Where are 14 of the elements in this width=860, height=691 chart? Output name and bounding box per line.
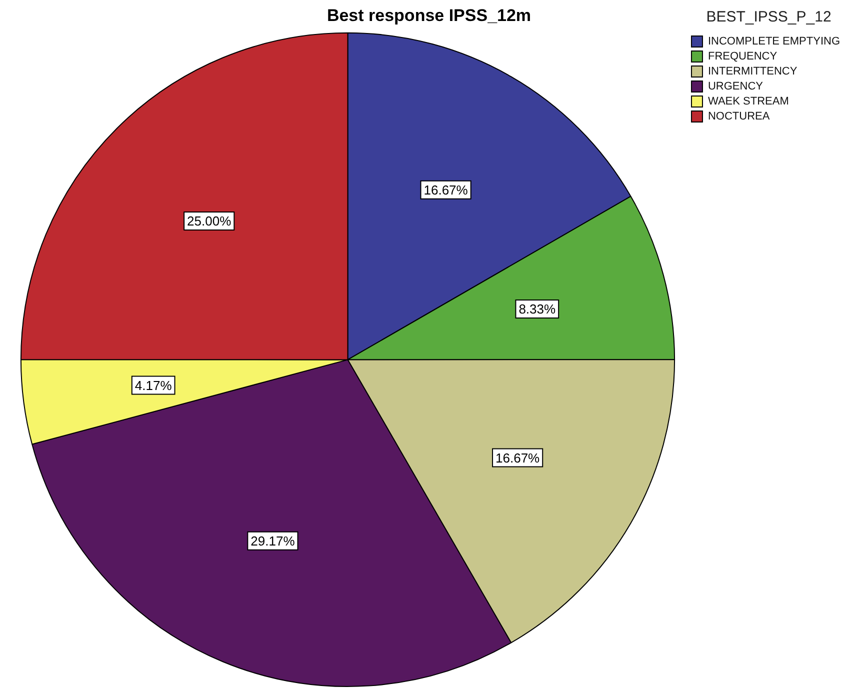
legend-label: WAEK STREAM: [708, 96, 789, 108]
legend-label: FREQUENCY: [708, 50, 778, 63]
data-label: 29.17%: [250, 533, 296, 548]
chart-title: Best response IPSS_12m: [326, 6, 532, 25]
legend-label: URGENCY: [708, 80, 764, 93]
data-label: 4.17%: [134, 378, 172, 393]
legend-label: INCOMPLETE EMPTYING: [708, 36, 840, 48]
data-label: 25.00%: [187, 214, 232, 229]
legend-title: BEST_IPSS_P_12: [706, 8, 832, 26]
data-label: 16.67%: [496, 450, 540, 466]
legend-label: INTERMITTENCY: [708, 66, 798, 78]
data-label: 8.33%: [518, 302, 556, 317]
data-label: 16.67%: [424, 182, 468, 198]
legend-label: NOCTUREA: [708, 110, 770, 123]
